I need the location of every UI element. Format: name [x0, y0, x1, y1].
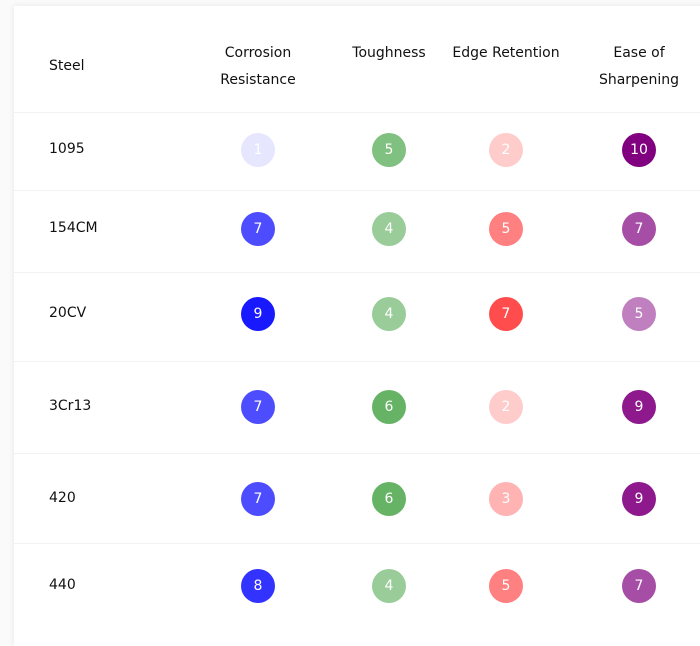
rating-badge: 1 [241, 133, 275, 167]
rating-badge: 6 [372, 390, 406, 424]
rating-badge: 5 [622, 297, 656, 331]
rating-badge: 5 [372, 133, 406, 167]
row-divider [14, 453, 700, 454]
header-cell: Corrosion Resistance [220, 45, 296, 88]
rating-badge: 3 [489, 482, 523, 516]
rating-badge: 7 [241, 390, 275, 424]
rating-badge: 9 [622, 390, 656, 424]
steel-name: 3Cr13 [49, 398, 92, 414]
steel-name: 420 [49, 490, 76, 506]
rating-badge: 5 [489, 569, 523, 603]
rating-badge: 2 [489, 133, 523, 167]
header-cell: Ease of Sharpening [598, 45, 680, 88]
row-divider [14, 112, 700, 113]
rating-badge: 4 [372, 569, 406, 603]
steel-name: 440 [49, 577, 76, 593]
row-divider [14, 542, 700, 544]
row-divider [14, 189, 700, 191]
steel-name: 1095 [49, 141, 85, 157]
rating-badge: 10 [622, 133, 656, 167]
rating-badge: 8 [241, 569, 275, 603]
rating-badge: 7 [241, 212, 275, 246]
header-cell: Edge Retention [452, 45, 560, 61]
rating-badge: 9 [241, 297, 275, 331]
rating-badge: 7 [622, 569, 656, 603]
rating-badge: 5 [489, 212, 523, 246]
steel-name: 20CV [49, 305, 87, 321]
header-cell: Steel [49, 58, 85, 74]
rating-badge: 7 [622, 212, 656, 246]
table-card: Steel Corrosion Resistance Toughness Edge R… [14, 6, 700, 646]
row-divider [14, 271, 700, 273]
rating-badge: 2 [489, 390, 523, 424]
rating-badge: 9 [622, 482, 656, 516]
rating-badge: 4 [372, 297, 406, 331]
row-divider [14, 360, 700, 362]
rating-badge: 4 [372, 212, 406, 246]
steel-name: 154CM [49, 220, 98, 236]
rating-badge: 6 [372, 482, 406, 516]
rating-badge: 7 [489, 297, 523, 331]
rating-badge: 7 [241, 482, 275, 516]
header-cell: Toughness [352, 45, 426, 61]
